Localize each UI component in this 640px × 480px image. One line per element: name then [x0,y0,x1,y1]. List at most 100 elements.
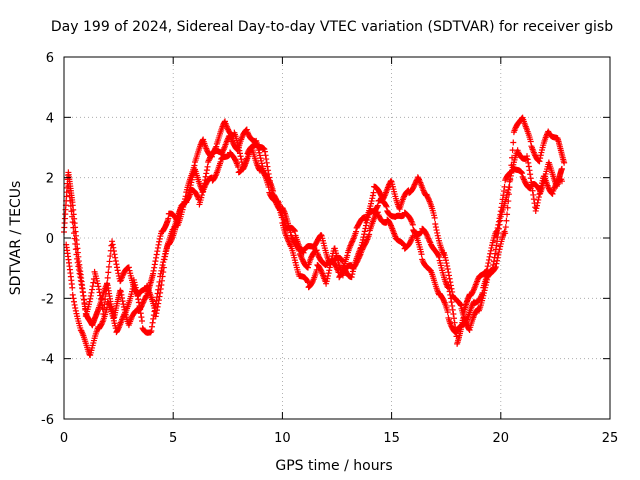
data-point-marker [494,224,501,231]
data-point-marker [300,249,307,256]
data-point-marker [69,213,76,220]
data-point-marker [152,258,159,265]
data-point-marker [353,228,360,235]
data-point-marker [449,302,456,309]
x-axis-label: GPS time / hours [275,458,392,474]
data-point-marker [85,301,92,308]
data-point-marker [158,281,165,288]
data-point-marker [374,203,381,210]
data-point-marker [326,267,333,274]
data-point-marker [117,288,124,295]
data-point-marker [114,326,121,333]
data-point-marker [387,221,394,228]
data-point-marker [187,191,194,198]
data-point-marker [370,189,377,196]
data-point-marker [110,244,117,251]
data-point-marker [412,180,419,187]
data-point-marker [70,295,77,302]
data-point-marker [101,301,108,308]
data-point-marker [360,234,367,241]
data-point-marker [129,288,136,295]
data-point-marker [432,224,439,231]
data-point-marker [109,238,116,245]
data-points [61,114,568,359]
data-point-marker [153,307,160,314]
data-point-marker [71,301,78,308]
data-point-marker [442,257,449,264]
data-point-marker [235,164,242,171]
data-point-marker [160,269,167,276]
data-point-marker [424,232,431,239]
data-point-marker [69,284,76,291]
track-a-series [61,126,565,347]
data-point-marker [448,285,455,292]
data-point-marker [152,313,159,320]
data-point-marker [493,260,500,267]
data-point-marker [500,188,507,195]
data-point-marker [212,146,219,153]
data-point-marker [444,266,451,273]
data-point-marker [135,299,142,306]
x-tick-label: 5 [169,431,177,446]
data-point-marker [72,246,79,253]
data-point-marker [407,215,414,222]
y-tick-label: 4 [46,111,54,126]
data-point-marker [507,169,514,176]
data-point-marker [260,169,267,176]
data-point-marker [411,229,418,236]
data-point-marker [409,221,416,228]
data-point-marker [72,304,79,311]
data-point-marker [502,224,509,231]
data-point-marker [354,258,361,265]
data-point-marker [496,221,503,228]
data-point-marker [157,289,164,296]
data-point-marker [333,263,340,270]
data-point-marker [344,252,351,259]
data-point-marker [484,263,491,270]
data-point-marker [256,149,263,156]
y-axis-label: SDTVAR / TECUs [8,181,24,296]
data-point-marker [71,235,78,242]
data-point-marker [96,289,103,296]
data-point-marker [202,177,209,184]
data-point-marker [537,155,544,162]
data-point-marker [449,288,456,295]
data-point-marker [80,292,87,299]
data-point-marker [232,157,239,164]
data-point-marker [113,261,120,268]
data-point-marker [415,175,422,182]
data-point-marker [105,269,112,276]
data-point-marker [519,170,526,177]
data-point-marker [433,227,440,234]
data-point-marker [238,156,245,163]
data-point-marker [536,158,543,165]
data-point-marker [304,278,311,285]
data-point-marker [80,296,87,303]
data-point-marker [75,266,82,273]
data-point-marker [530,191,537,198]
data-point-marker [561,159,568,166]
data-point-marker [446,275,453,282]
data-point-marker [115,270,122,277]
data-point-marker [535,196,542,203]
data-point-marker [348,274,355,281]
y-tick-label: -2 [41,292,54,307]
data-point-marker [482,284,489,291]
data-point-marker [162,253,169,260]
data-point-marker [529,183,535,190]
data-point-marker [425,235,432,242]
data-point-marker [484,276,491,283]
data-point-marker [203,167,210,174]
data-point-marker [154,244,161,251]
data-point-marker [355,255,362,262]
data-point-marker [137,306,144,313]
data-point-marker [432,220,439,227]
data-point-marker [75,263,82,270]
data-point-marker [159,273,166,280]
data-point-marker [495,225,502,232]
data-point-marker [73,251,80,258]
data-point-marker [451,315,457,322]
data-point-marker [481,287,488,294]
data-point-marker [354,256,361,263]
